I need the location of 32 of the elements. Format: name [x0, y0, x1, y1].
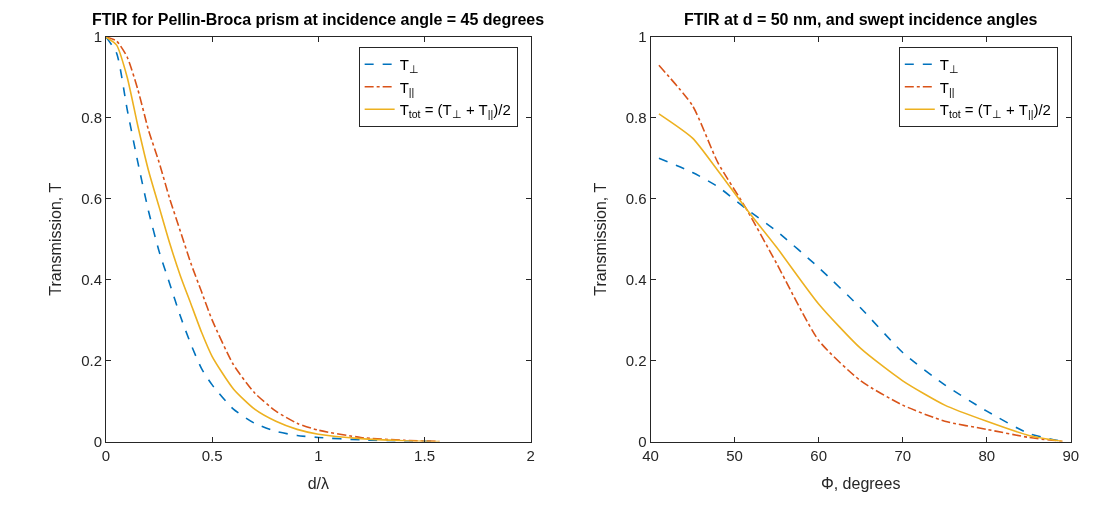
x-tick-label: 1.5 — [414, 446, 435, 464]
x-tick-label: 70 — [894, 446, 912, 464]
y-tick-label: 0.4 — [625, 270, 647, 288]
legend-label: T$_{||}$ — [939, 78, 955, 98]
legend-label: T$_{⊥}$ — [399, 56, 419, 76]
legend-label: T$_{||}$ — [399, 78, 415, 98]
legend-label: T$_{tot}$ = (T$_{⊥}$ + T$_{||}$)/2 — [399, 101, 511, 121]
y-tick-label: 0.6 — [625, 190, 647, 208]
y-tick-label: 0.6 — [81, 190, 103, 208]
x-axis-title: d/λ — [307, 475, 330, 493]
y-tick-label: 0.2 — [625, 351, 647, 369]
y-tick-label: 1 — [638, 28, 647, 46]
y-tick-label: 1 — [93, 28, 103, 46]
y-tick-label: 0 — [93, 432, 103, 450]
x-tick-label: 80 — [978, 446, 996, 464]
chart-title: FTIR for Pellin-Broca prism at incidence angle = 45 degrees — [92, 11, 545, 28]
chart-title: FTIR at d = 50 nm, and swept incidence angles — [684, 11, 1038, 28]
y-tick-label: 0.8 — [625, 109, 647, 127]
x-tick-label: 1 — [314, 446, 323, 464]
x-tick-label: 50 — [726, 446, 743, 464]
y-tick-label: 0.8 — [81, 109, 103, 127]
y-tick-label: 0.2 — [81, 351, 103, 369]
x-tick-label: 0.5 — [201, 446, 223, 464]
y-axis-title: Transmission, T — [47, 182, 65, 296]
x-tick-label: 90 — [1062, 446, 1080, 464]
x-tick-label: 2 — [526, 446, 535, 464]
x-tick-label: 60 — [810, 446, 827, 464]
y-tick-label: 0.4 — [81, 270, 103, 288]
legend-label: T$_{⊥}$ — [939, 56, 959, 76]
y-axis-title: Transmission, T — [591, 182, 609, 296]
x-axis-title: Φ, degrees — [820, 475, 901, 493]
legend-label: T$_{tot}$ = (T$_{⊥}$ + T$_{||}$)/2 — [939, 101, 1051, 121]
